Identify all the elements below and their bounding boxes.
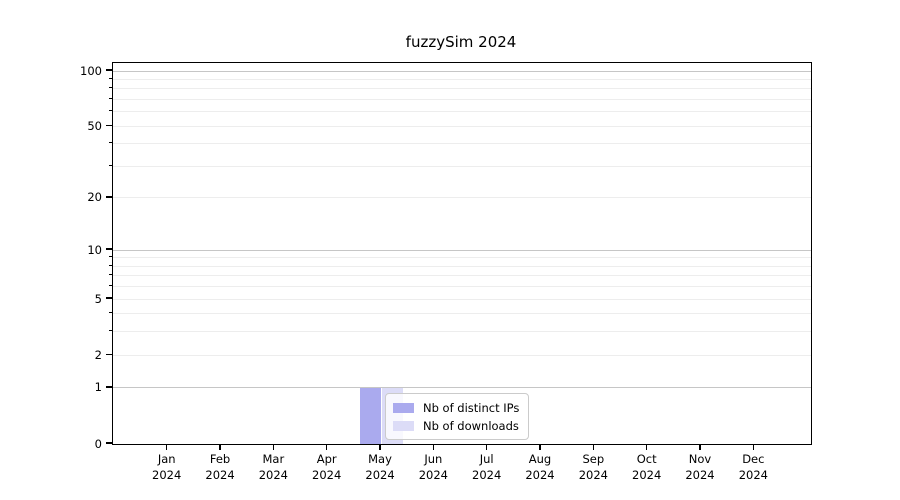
x-tick-may: [379, 444, 381, 450]
gridline-4: [113, 313, 811, 315]
y-minor-tick-30: [108, 164, 112, 166]
x-tick-label-oct: Oct 2024: [632, 452, 662, 482]
gridline-9: [113, 257, 811, 259]
x-tick-nov: [699, 444, 701, 450]
legend-swatch-distinct-ips: [393, 402, 414, 413]
y-tick-10: [106, 248, 112, 250]
x-tick-apr: [325, 444, 328, 450]
x-tick-jun: [432, 444, 435, 450]
y-minor-tick-3: [108, 330, 112, 332]
y-tick-label-0: 0: [94, 436, 102, 451]
y-minor-tick-6: [108, 285, 112, 287]
gridline-80: [113, 88, 811, 90]
y-minor-tick-60: [108, 110, 112, 112]
y-tick-2: [106, 353, 112, 355]
x-tick-oct: [645, 444, 648, 450]
legend-label-downloads: Nb of downloads: [423, 418, 519, 433]
gridline-20: [113, 197, 811, 199]
y-tick-5: [106, 297, 112, 299]
y-tick-label-1: 1: [94, 380, 102, 395]
y-minor-tick-7: [108, 274, 112, 276]
y-tick-20: [106, 196, 112, 198]
x-tick-mar: [272, 444, 275, 450]
gridline-100: [113, 70, 811, 72]
legend-entry-distinct-ips: Nb of distinct IPs: [393, 400, 519, 415]
y-tick-label-5: 5: [94, 291, 102, 306]
legend: Nb of distinct IPs Nb of downloads: [385, 393, 530, 440]
x-tick-dec: [752, 444, 755, 450]
legend-entry-downloads: Nb of downloads: [393, 418, 519, 433]
x-tick-label-mar: Mar 2024: [258, 452, 288, 482]
gridline-2: [113, 354, 811, 356]
chart-title: fuzzySim 2024: [405, 33, 517, 51]
y-minor-tick-70: [108, 97, 112, 99]
plot-area: Nb of distinct IPs Nb of downloads: [112, 62, 812, 445]
bar-may-distinct-ips: [359, 387, 381, 444]
gridline-70: [113, 98, 811, 100]
x-tick-label-nov: Nov 2024: [685, 452, 715, 482]
x-tick-label-aug: Aug 2024: [525, 452, 555, 482]
gridline-1: [113, 387, 811, 389]
y-tick-100: [106, 69, 112, 71]
legend-swatch-downloads: [393, 420, 414, 431]
x-tick-feb: [219, 444, 221, 450]
x-tick-label-feb: Feb 2024: [205, 452, 235, 482]
x-tick-jan: [165, 444, 168, 450]
y-minor-tick-8: [108, 264, 112, 266]
gridline-8: [113, 265, 811, 267]
x-tick-label-may: May 2024: [365, 452, 395, 482]
y-tick-label-50: 50: [87, 118, 102, 133]
y-minor-tick-40: [108, 142, 112, 144]
legend-label-distinct-ips: Nb of distinct IPs: [423, 400, 520, 415]
y-tick-50: [106, 124, 112, 126]
gridline-10: [113, 249, 811, 251]
y-tick-0: [106, 442, 112, 444]
gridline-6: [113, 286, 811, 288]
y-tick-label-100: 100: [80, 63, 102, 78]
y-tick-label-20: 20: [87, 190, 102, 205]
x-tick-jul: [485, 444, 488, 450]
x-tick-sep: [592, 444, 595, 450]
y-minor-tick-4: [108, 312, 112, 314]
y-minor-tick-80: [108, 87, 112, 89]
x-tick-aug: [539, 444, 541, 450]
x-tick-label-dec: Dec 2024: [738, 452, 768, 482]
gridline-30: [113, 165, 811, 167]
gridline-5: [113, 298, 811, 300]
gridline-50: [113, 125, 811, 127]
x-tick-label-sep: Sep 2024: [578, 452, 608, 482]
y-minor-tick-90: [108, 77, 112, 79]
x-tick-label-jul: Jul 2024: [472, 452, 502, 482]
x-tick-label-jun: Jun 2024: [418, 452, 448, 482]
gridline-90: [113, 78, 811, 80]
y-tick-label-10: 10: [87, 242, 102, 257]
gridline-60: [113, 111, 811, 113]
gridline-7: [113, 275, 811, 277]
x-tick-label-apr: Apr 2024: [312, 452, 342, 482]
y-minor-tick-9: [108, 256, 112, 258]
y-tick-1: [106, 386, 112, 388]
gridline-3: [113, 331, 811, 333]
gridline-40: [113, 143, 811, 145]
y-tick-label-2: 2: [94, 347, 102, 362]
x-tick-label-jan: Jan 2024: [152, 452, 182, 482]
